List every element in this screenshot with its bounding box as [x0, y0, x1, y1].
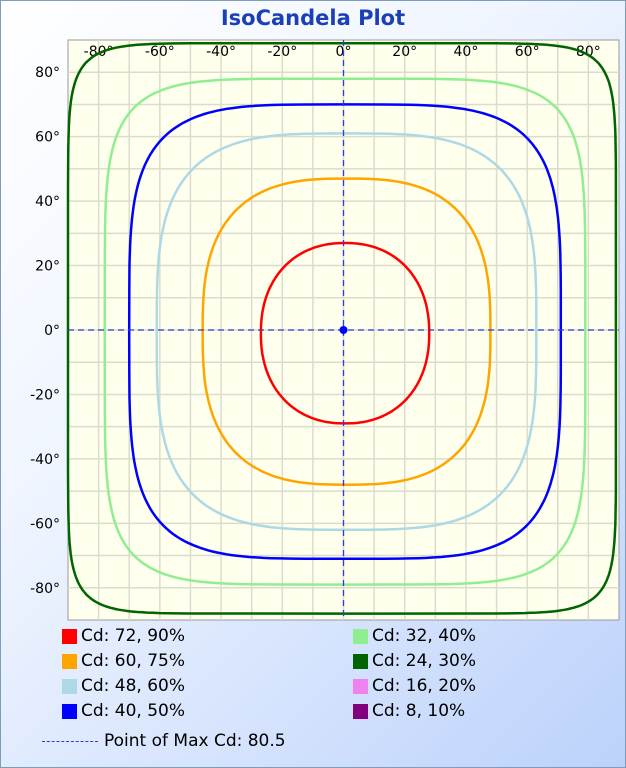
x-tick-label: -80° [84, 44, 114, 60]
contour-4 [103, 77, 587, 586]
contour-5 [66, 41, 618, 615]
x-tick-label: 20° [392, 44, 417, 60]
contour-1 [201, 177, 492, 486]
contour-2 [155, 132, 538, 532]
y-tick-label: -80° [30, 581, 60, 597]
x-tick-label: -20° [267, 44, 297, 60]
x-tick-label: 80° [576, 44, 601, 60]
contour-3 [127, 103, 563, 561]
contour-0 [259, 241, 431, 425]
y-tick-label: 80° [35, 65, 60, 81]
y-tick-label: 40° [35, 194, 60, 210]
x-tick-label: -40° [206, 44, 236, 60]
y-tick-label: 60° [35, 130, 60, 146]
x-tick-label: -60° [145, 44, 175, 60]
x-tick-label: 40° [454, 44, 479, 60]
y-tick-label: 0° [44, 323, 60, 339]
x-tick-label: 60° [515, 44, 540, 60]
y-tick-label: 20° [35, 259, 60, 275]
y-tick-label: -40° [30, 452, 60, 468]
y-tick-label: -20° [30, 387, 60, 403]
max-point-marker [339, 326, 348, 334]
y-tick-label: -60° [30, 516, 60, 532]
chart-title: IsoCandela Plot [220, 6, 406, 30]
